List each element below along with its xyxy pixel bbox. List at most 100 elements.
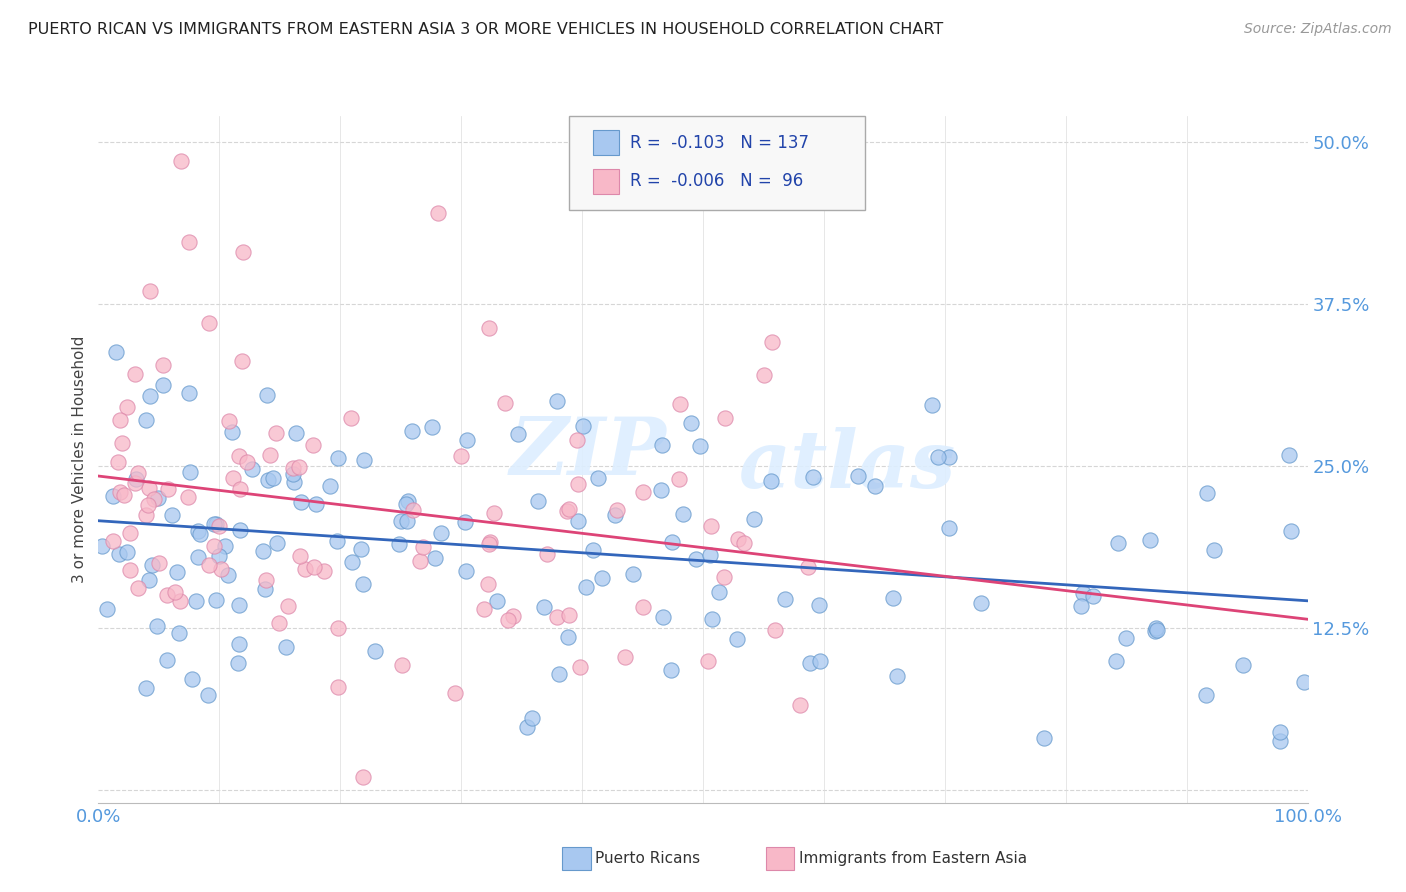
Point — [799, 656, 821, 670]
Point — [546, 610, 568, 624]
Point — [1195, 689, 1218, 703]
Point — [865, 479, 887, 493]
Point — [90, 539, 112, 553]
Point — [156, 653, 179, 667]
Point — [302, 559, 325, 574]
Point — [283, 475, 305, 490]
Point — [444, 686, 467, 700]
Point — [288, 460, 311, 475]
Point — [218, 414, 240, 428]
Point — [478, 536, 501, 550]
Point — [170, 154, 193, 169]
Point — [1115, 631, 1137, 645]
Point — [733, 536, 755, 550]
Point — [305, 497, 328, 511]
Point — [252, 544, 274, 558]
Point — [167, 626, 190, 640]
Point — [294, 561, 316, 575]
Point — [714, 411, 737, 425]
Point — [886, 669, 908, 683]
Text: Puerto Ricans: Puerto Ricans — [595, 851, 700, 865]
Point — [111, 436, 134, 450]
Point — [689, 439, 711, 453]
Point — [326, 533, 349, 548]
Point — [479, 535, 502, 549]
Point — [108, 484, 131, 499]
Point — [262, 471, 284, 485]
Point — [426, 206, 449, 220]
Point — [205, 517, 228, 532]
Point — [707, 585, 730, 599]
Point — [713, 569, 735, 583]
Point — [1146, 624, 1168, 638]
Point — [187, 524, 209, 538]
Point — [242, 462, 264, 476]
Point — [454, 516, 477, 530]
Point — [105, 344, 128, 359]
Point — [155, 588, 177, 602]
Point — [127, 581, 149, 595]
Point — [651, 610, 673, 624]
Point — [342, 555, 364, 569]
Point — [256, 387, 278, 401]
Point — [209, 562, 232, 576]
Point — [221, 425, 243, 439]
Point — [388, 536, 411, 550]
Point — [236, 455, 259, 469]
Point — [1195, 485, 1218, 500]
Point — [631, 599, 654, 614]
Point — [222, 471, 245, 485]
Point — [485, 594, 508, 608]
Point — [661, 534, 683, 549]
Point — [319, 479, 342, 493]
Point — [401, 502, 423, 516]
Point — [803, 470, 825, 484]
Point — [120, 564, 142, 578]
Point — [266, 536, 288, 550]
Point — [478, 321, 501, 335]
Point — [591, 571, 613, 585]
Point — [290, 494, 312, 508]
Point — [575, 580, 598, 594]
Point — [700, 519, 723, 533]
Point — [124, 475, 146, 490]
Point — [188, 527, 211, 541]
Point — [352, 770, 374, 784]
Point — [567, 434, 589, 448]
Point — [496, 613, 519, 627]
Point — [650, 483, 672, 497]
Point — [157, 482, 180, 496]
Point — [259, 448, 281, 462]
Point — [1270, 724, 1292, 739]
Point — [115, 401, 138, 415]
Point — [927, 450, 949, 464]
Point — [141, 558, 163, 573]
Point — [808, 655, 831, 669]
Point — [797, 559, 820, 574]
Point — [759, 474, 782, 488]
Point — [752, 368, 775, 383]
Point — [502, 609, 524, 624]
Point — [567, 477, 589, 491]
Point — [350, 542, 373, 557]
Point — [326, 621, 349, 635]
Point — [146, 491, 169, 505]
Point — [536, 547, 558, 561]
Point — [472, 602, 495, 616]
Point — [152, 378, 174, 392]
Point — [773, 592, 796, 607]
Point — [572, 419, 595, 434]
Text: atlas: atlas — [740, 427, 956, 505]
Point — [700, 612, 723, 626]
Point — [267, 616, 290, 631]
Point — [326, 680, 349, 694]
Point — [256, 473, 278, 487]
Point — [290, 549, 312, 563]
Point — [526, 494, 548, 508]
Point — [555, 504, 578, 518]
Point — [685, 551, 707, 566]
Point — [228, 637, 250, 651]
Point — [169, 593, 191, 607]
Point — [253, 582, 276, 596]
Point — [742, 512, 765, 526]
